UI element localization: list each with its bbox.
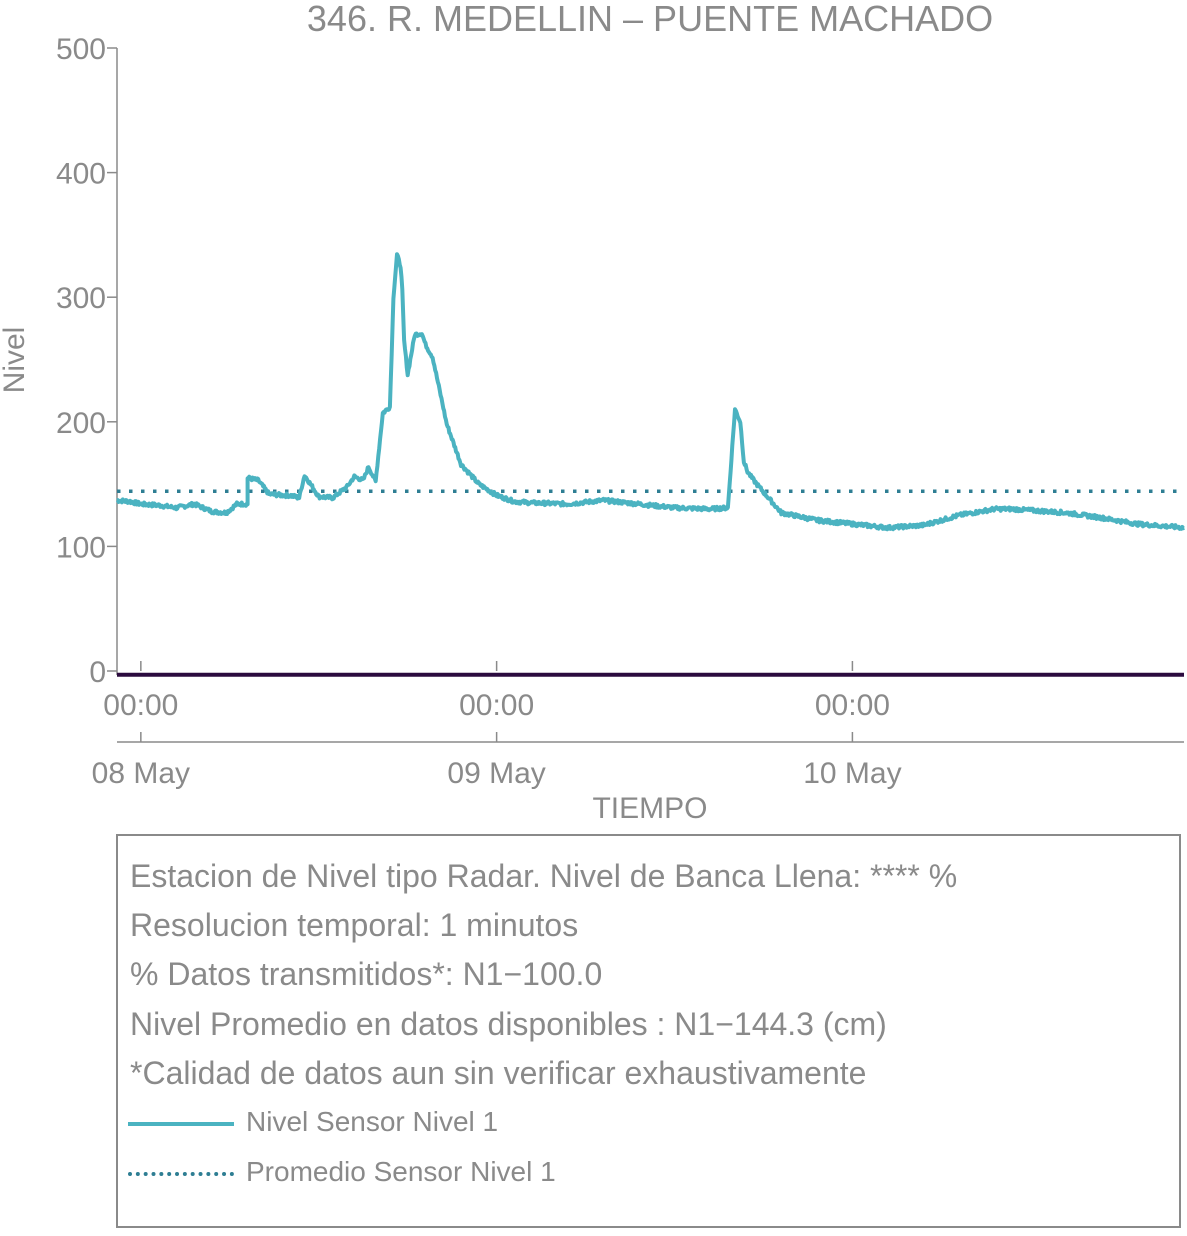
info-quality-note: *Calidad de datos aun sin verificar exha… — [130, 1055, 867, 1091]
x-axis-label: TIEMPO — [592, 792, 707, 825]
info-average: Nivel Promedio en datos disponibles : N1… — [130, 1006, 887, 1042]
x-ticks: 00:00 08 May 00:00 09 May 00:00 10 May — [92, 661, 902, 790]
legend-label-average: Promedio Sensor Nivel 1 — [246, 1156, 556, 1187]
series-layer — [115, 252, 1186, 677]
x-tick-date-label: 08 May — [92, 757, 190, 790]
legend-solid-line-icon — [128, 1122, 234, 1126]
info-transmitted: % Datos transmitidos*: N1−100.0 — [130, 956, 603, 992]
y-tick-label: 100 — [56, 531, 106, 564]
y-axis-label: Nivel — [0, 327, 31, 394]
y-tick-label: 300 — [56, 282, 106, 315]
x-tick-date-label: 10 May — [803, 757, 901, 790]
level-chart: 346. R. MEDELLIN – PUENTE MACHADO Nivel … — [0, 0, 1186, 825]
chart-title: 346. R. MEDELLIN – PUENTE MACHADO — [307, 0, 993, 39]
y-tick-label: 500 — [56, 33, 106, 66]
info-box: Estacion de Nivel tipo Radar. Nivel de B… — [116, 834, 1181, 1228]
legend-label-level: Nivel Sensor Nivel 1 — [246, 1106, 499, 1137]
info-station-type: Estacion de Nivel tipo Radar. Nivel de B… — [130, 858, 958, 894]
y-ticks: 0 100 200 300 400 500 — [56, 33, 117, 689]
x-tick-time-label: 00:00 — [459, 689, 534, 722]
y-tick-label: 200 — [56, 407, 106, 440]
x-tick-time-label: 00:00 — [815, 689, 890, 722]
x-tick-time-label: 00:00 — [103, 689, 178, 722]
y-tick-label: 0 — [89, 656, 106, 689]
y-tick-label: 400 — [56, 158, 106, 191]
x-tick-date-label: 09 May — [447, 757, 545, 790]
legend-dotted-line-icon — [128, 1172, 234, 1176]
level-series-line — [115, 252, 1186, 532]
info-resolution: Resolucion temporal: 1 minutos — [130, 907, 579, 943]
